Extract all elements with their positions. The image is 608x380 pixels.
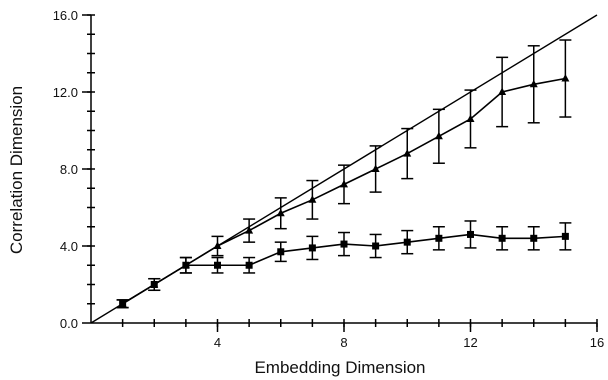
data-point-triangle [371,164,380,172]
data-point-square [245,261,253,269]
data-point-square [435,234,443,242]
x-tick-label: 8 [340,335,347,350]
x-tick-label: 4 [214,335,221,350]
plot-area: 4 8 12 16 0.0 4.0 8.0 12.0 16.0 [53,8,605,350]
data-point-square [150,281,158,288]
y-tick-label: 8.0 [60,162,78,177]
data-point-triangle [213,241,222,249]
y-tick-label: 0.0 [60,316,78,331]
data-point-triangle [403,149,412,157]
x-tick-label: 12 [463,335,477,350]
data-point-square [182,261,190,269]
data-point-square [498,234,506,242]
x-tick-label: 16 [590,335,604,350]
data-point-square [403,238,411,246]
data-point-triangle [340,179,348,188]
series-square [116,220,572,309]
data-point-triangle [498,87,507,95]
data-point-square [467,230,474,238]
data-point-square [561,232,569,240]
y-tick-label: 4.0 [60,239,78,254]
data-point-triangle [308,195,317,203]
data-point-triangle [245,226,254,234]
data-point-triangle [434,131,443,140]
data-point-square [372,242,380,250]
data-point-square [277,248,285,256]
data-point-triangle [466,114,475,122]
data-point-square [308,244,316,252]
y-axis-title: Correlation Dimension [7,86,26,254]
axis-ticks: 4 8 12 16 0.0 4.0 8.0 12.0 16.0 [53,8,605,350]
series-group [116,39,572,309]
data-point-square [340,240,348,248]
x-axis-title: Embedding Dimension [254,358,425,377]
data-point-square [530,234,538,242]
data-point-square [119,300,127,308]
data-point-triangle [276,208,285,217]
data-point-triangle [529,79,538,88]
y-tick-label: 16.0 [53,8,78,23]
data-point-square [214,261,221,269]
data-point-triangle [561,74,570,82]
y-tick-label: 12.0 [53,85,78,100]
